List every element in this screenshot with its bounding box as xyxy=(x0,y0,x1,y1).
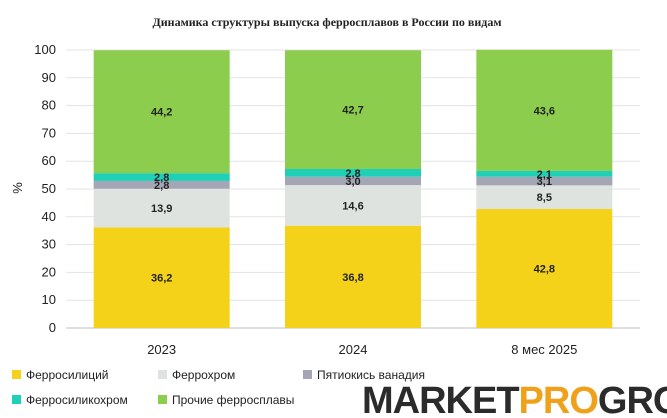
legend-swatch xyxy=(158,395,167,404)
bar-segment xyxy=(476,176,613,186)
legend: Ферросилиций Феррохром Пятиокись ванадия Фе… xyxy=(12,368,425,407)
data-label: 42,7 xyxy=(342,105,363,117)
y-tick-label: 60 xyxy=(42,153,56,168)
bar-segment xyxy=(93,50,230,174)
y-tick-label: 40 xyxy=(42,209,56,224)
bar-segment xyxy=(93,180,230,189)
y-tick-label: 100 xyxy=(34,42,56,57)
x-axis-categories: 2023 2024 8 мес 2025 xyxy=(147,342,577,357)
bar-segment xyxy=(285,168,421,177)
bars xyxy=(93,49,613,328)
y-tick-label: 0 xyxy=(49,320,56,335)
y-tick-label: 90 xyxy=(42,70,56,85)
legend-label: Ферросилиций xyxy=(26,368,109,382)
data-label: 2,1 xyxy=(537,169,552,181)
y-tick-label: 20 xyxy=(42,264,56,279)
legend-label: Пятиокись ванадия xyxy=(317,368,425,382)
legend-label: Феррохром xyxy=(172,368,235,382)
data-label: 2,8 xyxy=(154,172,169,184)
data-label: 36,8 xyxy=(342,272,363,284)
bar-segment xyxy=(285,185,421,226)
x-category-label: 2024 xyxy=(339,342,368,357)
data-label: 43,6 xyxy=(534,105,555,117)
data-label: 2,8 xyxy=(345,168,360,180)
logo-part1: MARKET xyxy=(362,380,519,418)
bar-segment xyxy=(476,209,613,328)
y-tick-label: 70 xyxy=(42,125,56,140)
bar-segment xyxy=(93,227,230,328)
data-label: 36,2 xyxy=(151,273,172,285)
bar-segment xyxy=(476,170,613,177)
y-tick-label: 10 xyxy=(42,292,56,307)
legend-swatch xyxy=(303,370,312,379)
bar-segment xyxy=(93,173,230,181)
y-tick-label: 50 xyxy=(42,181,56,196)
data-labels: 36,213,92,82,844,236,814,63,02,842,742,8… xyxy=(151,105,555,285)
svg-text:MARKETPROGROUP: MARKETPROGROUP xyxy=(362,380,667,418)
bar-segment xyxy=(93,188,230,228)
data-label: 8,5 xyxy=(537,192,552,204)
data-label: 44,2 xyxy=(151,107,172,119)
data-label: 14,6 xyxy=(342,200,363,212)
y-tick-label: 30 xyxy=(42,237,56,252)
bar-segment xyxy=(476,49,613,171)
y-tick-label: 80 xyxy=(42,98,56,113)
bar-segment xyxy=(476,185,613,210)
logo: MARKETPROGROUP xyxy=(362,380,667,418)
y-axis-ticks: 0 10 20 30 40 50 60 70 80 90 100 xyxy=(34,42,56,335)
data-label: 3,1 xyxy=(537,176,552,188)
data-label: 13,9 xyxy=(151,203,172,215)
legend-swatch xyxy=(12,370,21,379)
legend-swatch xyxy=(158,370,167,379)
bar-segment xyxy=(285,176,421,186)
data-label: 42,8 xyxy=(534,264,555,276)
chart-title: Динамика структуры выпуска ферросплавов … xyxy=(152,15,501,29)
data-label: 3,0 xyxy=(345,176,360,188)
x-category-label: 2023 xyxy=(147,342,176,357)
legend-swatch xyxy=(12,395,21,404)
logo-part3: GROUP xyxy=(598,380,667,418)
x-category-label: 8 мес 2025 xyxy=(511,342,577,357)
bar-segment xyxy=(285,50,421,169)
legend-label: Ферросиликохром xyxy=(26,393,128,407)
logo-part2: PRO xyxy=(519,380,598,418)
y-axis-label: % xyxy=(10,182,25,194)
bar-segment xyxy=(285,225,421,328)
data-label: 2,8 xyxy=(154,180,169,192)
legend-label: Прочие ферросплавы xyxy=(172,393,294,407)
